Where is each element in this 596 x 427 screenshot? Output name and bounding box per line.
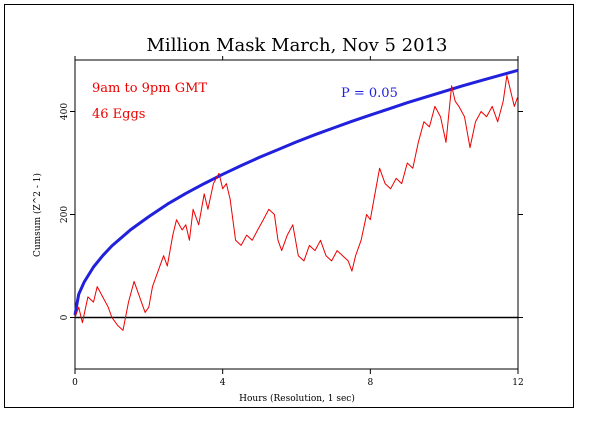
- y-axis-label: Cumsum (Z^2 - 1): [32, 173, 43, 257]
- legend-p-value: P = 0.05: [341, 86, 398, 101]
- x-tick-label: 12: [512, 378, 523, 388]
- chart-title: Million Mask March, Nov 5 2013: [147, 35, 448, 56]
- y-tick-label: 400: [60, 103, 70, 120]
- annotation-egg-count: 46 Eggs: [92, 107, 145, 122]
- x-tick-label: 0: [72, 378, 78, 388]
- y-tick-label: 200: [60, 206, 70, 223]
- x-tick-label: 8: [367, 378, 373, 388]
- series-line-p005-envelope: [73, 68, 519, 316]
- annotation-time-range: 9am to 9pm GMT: [92, 81, 207, 96]
- x-axis-label: Hours (Resolution, 1 sec): [239, 393, 355, 404]
- figure-frame: [4, 4, 574, 408]
- series-line-cumsum: [74, 74, 519, 331]
- y-tick-label: 0: [60, 314, 70, 320]
- x-tick-label: 4: [220, 378, 226, 388]
- plot-area: 0 4 8 12 0 200 400: [60, 56, 524, 388]
